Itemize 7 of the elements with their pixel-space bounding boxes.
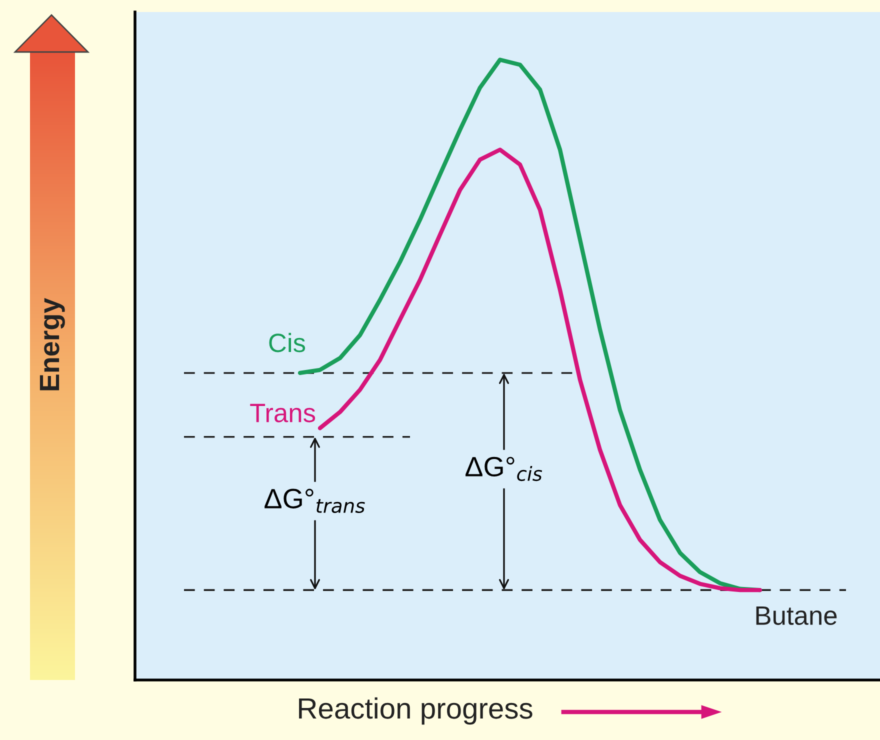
annotation: ΔG°$_{cis}$: [466, 456, 542, 482]
annotation: Trans: [250, 404, 316, 422]
annotation: ΔG°$_{trans}$: [264, 488, 365, 514]
annotation: Butane: [756, 606, 837, 625]
y-axis-title: Energy: [40, 298, 65, 390]
annotation: Cis: [269, 332, 306, 352]
x-axis-title: Reaction progress: [299, 697, 532, 725]
